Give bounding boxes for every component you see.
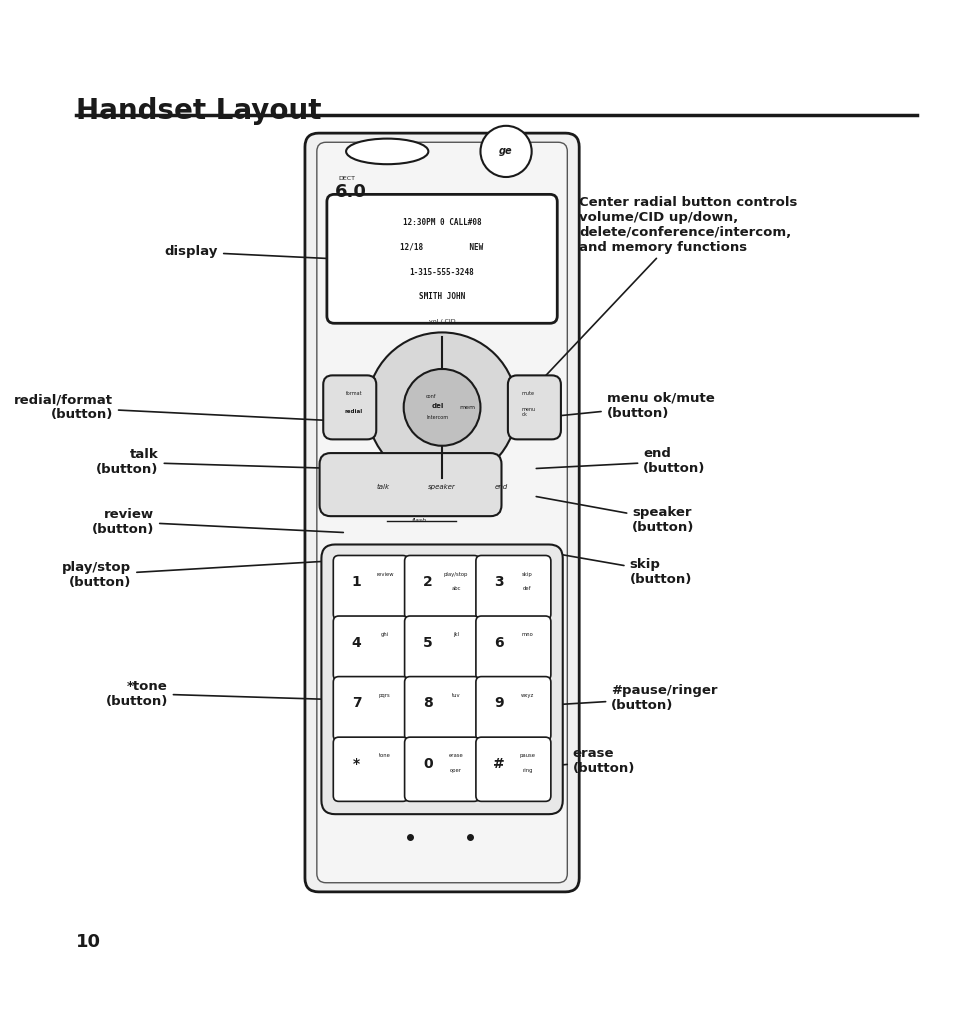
Text: Center radial button controls
volume/CID up/down,
delete/conference/intercom,
an: Center radial button controls volume/CID… xyxy=(526,196,797,397)
FancyBboxPatch shape xyxy=(404,616,479,681)
Text: pqrs: pqrs xyxy=(378,693,391,698)
Text: mno: mno xyxy=(521,632,533,638)
Text: 3: 3 xyxy=(494,575,503,589)
Text: 6.0: 6.0 xyxy=(335,183,367,201)
Text: tuv: tuv xyxy=(452,693,460,698)
Text: *tone
(button): *tone (button) xyxy=(106,680,343,707)
Text: 9: 9 xyxy=(494,696,503,710)
Text: talk
(button): talk (button) xyxy=(96,448,338,477)
Text: 1: 1 xyxy=(352,575,361,589)
Text: menu ok/mute
(button): menu ok/mute (button) xyxy=(536,392,714,419)
Text: talk: talk xyxy=(375,484,389,490)
FancyBboxPatch shape xyxy=(333,616,408,681)
Text: wxyz: wxyz xyxy=(520,693,534,698)
Text: 0: 0 xyxy=(423,756,433,771)
Text: format: format xyxy=(346,392,362,396)
FancyBboxPatch shape xyxy=(404,737,479,802)
Text: 12/18          NEW: 12/18 NEW xyxy=(400,243,483,252)
Text: abc: abc xyxy=(451,586,460,591)
Text: jkl: jkl xyxy=(453,632,458,638)
Text: flash: flash xyxy=(412,519,426,523)
FancyBboxPatch shape xyxy=(323,375,375,440)
FancyBboxPatch shape xyxy=(333,737,408,802)
FancyBboxPatch shape xyxy=(327,195,557,323)
FancyBboxPatch shape xyxy=(321,544,562,814)
FancyBboxPatch shape xyxy=(476,556,550,620)
Text: def: def xyxy=(522,586,531,591)
Text: skip: skip xyxy=(521,572,533,577)
Text: ghi: ghi xyxy=(380,632,389,638)
Circle shape xyxy=(480,126,531,177)
FancyBboxPatch shape xyxy=(333,676,408,741)
Text: play/stop
(button): play/stop (button) xyxy=(62,561,343,588)
Text: 10: 10 xyxy=(76,934,101,951)
Text: pause: pause xyxy=(519,753,535,758)
FancyBboxPatch shape xyxy=(316,142,567,883)
Text: oper: oper xyxy=(450,768,461,773)
Text: play/stop: play/stop xyxy=(443,572,468,577)
Text: #pause/ringer
(button): #pause/ringer (button) xyxy=(531,684,717,712)
Text: 12:30PM 0 CALL#08: 12:30PM 0 CALL#08 xyxy=(402,218,481,228)
Text: skip
(button): skip (button) xyxy=(532,549,691,586)
Text: display: display xyxy=(165,245,379,261)
Text: Intercom: Intercom xyxy=(426,415,448,420)
FancyBboxPatch shape xyxy=(507,375,560,440)
Text: erase: erase xyxy=(448,753,463,758)
FancyBboxPatch shape xyxy=(305,133,578,892)
Circle shape xyxy=(403,369,480,446)
Text: conf: conf xyxy=(425,394,436,399)
Text: #: # xyxy=(493,756,505,771)
Text: speaker: speaker xyxy=(428,484,456,490)
Text: redial/format
(button): redial/format (button) xyxy=(14,394,338,421)
Text: mute: mute xyxy=(521,392,534,396)
Circle shape xyxy=(367,332,517,483)
Text: 1-315-555-3248: 1-315-555-3248 xyxy=(409,268,474,277)
Text: 7: 7 xyxy=(352,696,361,710)
Text: erase
(button): erase (button) xyxy=(504,747,635,775)
Text: vol / CID: vol / CID xyxy=(428,319,455,323)
Text: end
(button): end (button) xyxy=(536,447,705,476)
Ellipse shape xyxy=(346,138,428,164)
FancyBboxPatch shape xyxy=(476,616,550,681)
Text: del: del xyxy=(431,403,443,409)
Text: 5: 5 xyxy=(423,636,433,650)
Text: speaker
(button): speaker (button) xyxy=(536,496,694,534)
Text: review
(button): review (button) xyxy=(91,507,343,536)
Text: ge: ge xyxy=(498,147,513,157)
FancyBboxPatch shape xyxy=(404,556,479,620)
Text: 6: 6 xyxy=(494,636,503,650)
Text: *: * xyxy=(353,756,360,771)
Text: mem: mem xyxy=(459,405,476,410)
Text: 8: 8 xyxy=(423,696,433,710)
Text: 4: 4 xyxy=(352,636,361,650)
FancyBboxPatch shape xyxy=(404,676,479,741)
Text: menu
ok: menu ok xyxy=(521,407,536,417)
FancyBboxPatch shape xyxy=(476,737,550,802)
FancyBboxPatch shape xyxy=(476,676,550,741)
Text: redial: redial xyxy=(344,409,362,414)
FancyBboxPatch shape xyxy=(319,453,501,517)
Text: DECT: DECT xyxy=(338,176,355,181)
Text: 2: 2 xyxy=(423,575,433,589)
FancyBboxPatch shape xyxy=(333,556,408,620)
Text: ring: ring xyxy=(521,768,532,773)
Text: tone: tone xyxy=(378,753,391,758)
Text: SMITH JOHN: SMITH JOHN xyxy=(418,292,465,301)
Text: review: review xyxy=(375,572,394,577)
Text: end: end xyxy=(495,484,508,490)
Text: Handset Layout: Handset Layout xyxy=(76,96,321,125)
